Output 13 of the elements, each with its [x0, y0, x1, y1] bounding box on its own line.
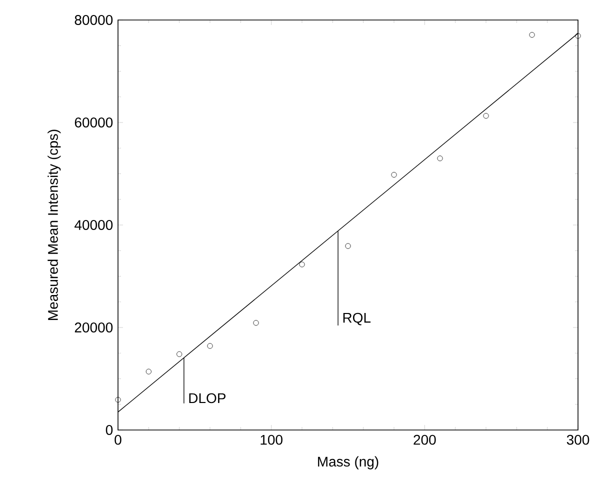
- y-tick-label: 0: [106, 425, 113, 435]
- y-tick-label: 20000: [74, 322, 113, 332]
- x-tick-label: 0: [114, 434, 122, 445]
- annotation: RQL: [343, 312, 371, 326]
- x-tick-label: 200: [414, 434, 436, 445]
- y-axis-title: Measured Mean Intensity (cps): [48, 130, 61, 320]
- x-tick-label: 100: [260, 434, 282, 445]
- annotation: DLOP: [189, 393, 226, 404]
- x-tick-label: 300: [566, 434, 590, 445]
- y-tick-label: 60000: [74, 118, 113, 128]
- y-tick-label: 40000: [74, 220, 113, 230]
- x-axis-title: Mass (ng): [318, 456, 378, 470]
- y-tick-label: 80000: [74, 15, 113, 25]
